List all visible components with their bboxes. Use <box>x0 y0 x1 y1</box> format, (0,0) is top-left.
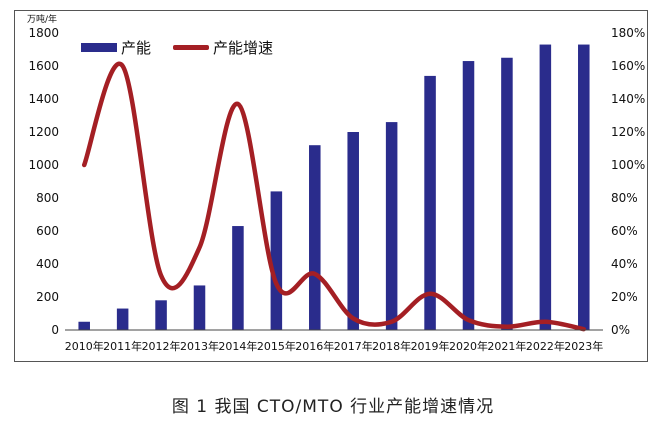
bar <box>424 75 436 331</box>
x-tick-label: 2016年 <box>295 339 334 353</box>
bar <box>309 145 321 330</box>
right-tick-label: 80% <box>611 191 638 205</box>
legend-swatch-bar <box>81 43 117 52</box>
left-tick-label: 1800 <box>28 26 59 40</box>
growth-line <box>81 61 587 332</box>
bar <box>539 44 552 331</box>
left-tick-label: 1200 <box>28 125 59 139</box>
bar <box>78 321 90 330</box>
x-tick-label: 2019年 <box>411 339 450 353</box>
x-tick-label: 2023年 <box>564 339 603 353</box>
x-tick-label: 2015年 <box>257 339 296 353</box>
bar <box>155 300 167 330</box>
right-tick-label: 160% <box>611 59 645 73</box>
left-tick-label: 0 <box>51 323 59 337</box>
left-tick-label: 200 <box>36 290 59 304</box>
x-tick-label: 2013年 <box>180 339 219 353</box>
left-tick-label: 600 <box>36 224 59 238</box>
bar <box>116 308 129 330</box>
unit-label: 万吨/年 <box>27 13 57 25</box>
line-series <box>81 61 587 332</box>
chart-frame: 0 200 400 600 800 1000 1200 1400 1600 1800 0% 20% 4… <box>14 10 648 362</box>
x-tick-label: 2012年 <box>142 339 181 353</box>
legend-label-bar: 产能 <box>121 39 151 57</box>
x-tick-label: 2017年 <box>334 339 373 353</box>
x-tick-label: 2020年 <box>449 339 488 353</box>
x-tick-label: 2010年 <box>65 339 104 353</box>
legend-swatch-line <box>173 45 209 50</box>
right-tick-label: 120% <box>611 125 645 139</box>
bar <box>385 122 398 330</box>
chart-canvas: 0 200 400 600 800 1000 1200 1400 1600 1800 0% 20% 4… <box>27 13 645 353</box>
left-axis: 0 200 400 600 800 1000 1200 1400 1600 1800 <box>28 26 59 337</box>
x-tick-label: 2011年 <box>103 339 142 353</box>
legend: 产能 产能增速 <box>81 39 273 57</box>
x-tick-label: 2018年 <box>372 339 411 353</box>
x-axis: 2010年 2011年 2012年 2013年 2014年 2015年 2016年 2017年… <box>65 329 603 353</box>
right-axis: 0% 20% 40% 60% 80% 100% 120% 140% 160% 180% <box>611 26 645 337</box>
left-tick-label: 800 <box>36 191 59 205</box>
left-tick-label: 1600 <box>28 59 59 73</box>
bar <box>232 226 244 330</box>
figure-caption: 图 1 我国 CTO/MTO 行业产能增速情况 <box>171 397 495 417</box>
bar <box>193 285 206 330</box>
bar <box>462 61 475 331</box>
right-tick-label: 20% <box>611 290 638 304</box>
right-tick-label: 100% <box>611 158 645 172</box>
bar <box>270 191 283 330</box>
right-tick-label: 60% <box>611 224 638 238</box>
bar-series <box>78 44 590 331</box>
x-tick-label: 2021年 <box>487 339 526 353</box>
bar <box>347 132 359 330</box>
legend-label-line: 产能增速 <box>213 39 273 57</box>
right-tick-label: 0% <box>611 323 630 337</box>
right-tick-label: 180% <box>611 26 645 40</box>
right-tick-label: 140% <box>611 92 645 106</box>
x-tick-label: 2014年 <box>218 339 257 353</box>
x-tick-label: 2022年 <box>526 339 565 353</box>
bar <box>578 44 590 331</box>
left-tick-label: 400 <box>36 257 59 271</box>
left-tick-label: 1000 <box>28 158 59 172</box>
left-tick-label: 1400 <box>28 92 59 106</box>
bar <box>501 57 513 330</box>
right-tick-label: 40% <box>611 257 638 271</box>
